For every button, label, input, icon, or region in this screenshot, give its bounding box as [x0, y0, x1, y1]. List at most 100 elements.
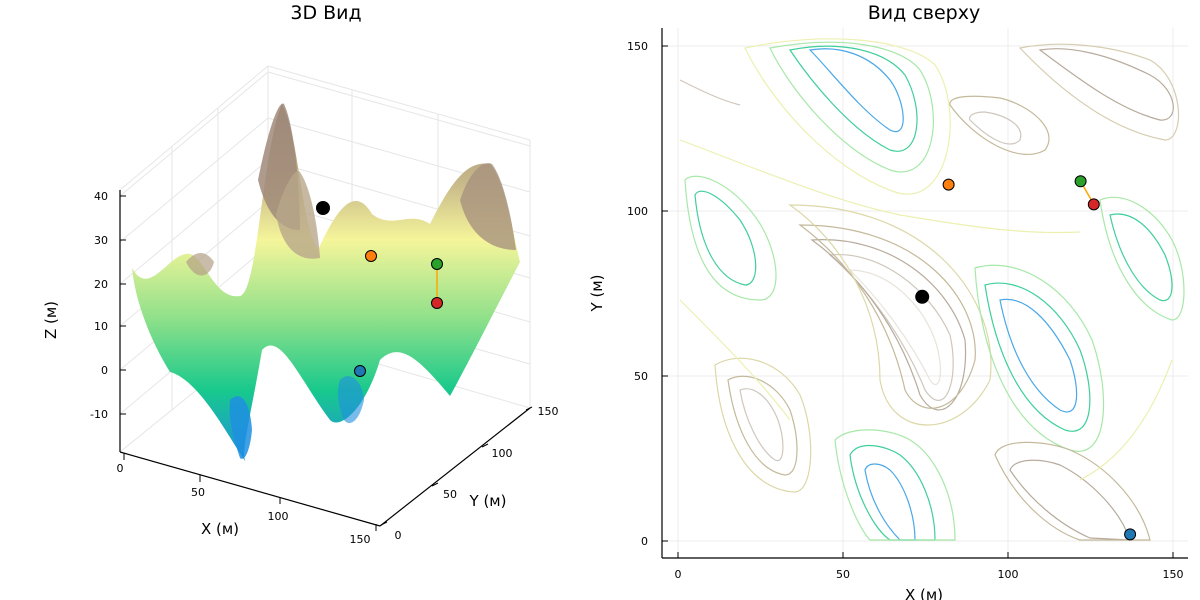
marker-orange [365, 250, 377, 262]
grid-line [119, 65, 269, 191]
surface-peak [186, 253, 214, 276]
chart-title-3d: 3D Вид [290, 2, 361, 24]
contour-line [810, 239, 967, 411]
x-tick: 0 [675, 552, 682, 581]
z-axis-label-3d: Z (м) [42, 301, 60, 339]
x-ticks-3d: 0 50 100 150 [117, 453, 377, 546]
y-tick-label: 50 [443, 488, 457, 501]
y-tick: 100 [627, 205, 668, 218]
contour-line [949, 95, 1050, 155]
marker-red [431, 297, 443, 309]
axes-3d [119, 190, 531, 527]
contour-line [969, 111, 1022, 145]
grid-line [119, 71, 269, 197]
x-tick-label: 100 [268, 510, 289, 523]
chart-3d-view: 3D Вид [42, 2, 559, 546]
contours [679, 38, 1185, 541]
contour-line [974, 264, 1105, 452]
contour-line [848, 269, 941, 386]
contour-line [994, 441, 1151, 541]
contour-line [679, 139, 1081, 234]
contour-line [679, 299, 791, 421]
x-axis-label-3d: X (м) [201, 520, 239, 538]
z-tick: 30 [94, 234, 126, 247]
y-tick-label: 100 [627, 205, 648, 218]
x-tick-label: 150 [1163, 568, 1184, 581]
x-tick: 0 [117, 453, 125, 475]
contour-line [798, 224, 976, 409]
y-tick: 100 [481, 443, 513, 460]
surface-peak [460, 163, 516, 250]
marker-blue [354, 365, 366, 377]
marker-black [316, 201, 330, 215]
surface-3d [132, 103, 520, 462]
grid-line [119, 117, 269, 243]
z-tick-label: 20 [94, 278, 108, 291]
y-tick: 50 [431, 482, 457, 501]
contour-line [679, 79, 741, 106]
contour-line [727, 375, 798, 476]
x-tick: 150 [350, 524, 377, 546]
y-axis-label-top: Y (м) [588, 275, 606, 313]
contour-line [1079, 359, 1173, 481]
y-tick-label: 50 [634, 370, 648, 383]
marker-top [915, 289, 930, 304]
contour-line [769, 41, 934, 173]
x-tick-label: 0 [117, 462, 124, 475]
x-tick-label: 0 [675, 568, 682, 581]
y-tick: 0 [380, 521, 402, 542]
x-tick: 50 [191, 475, 205, 499]
y-ticks-top: 0 50 100 150 [627, 40, 668, 548]
contour-line [864, 463, 916, 541]
contour-line [1099, 196, 1185, 321]
z-tick-label: -10 [90, 408, 108, 421]
z-tick-label: 40 [94, 190, 108, 203]
grid-line [267, 65, 531, 141]
marker-top [942, 178, 955, 191]
contour-line [739, 388, 784, 462]
marker-top [1124, 528, 1137, 541]
markers-3d [316, 201, 443, 377]
grid-top [662, 28, 1188, 558]
contour-line [999, 298, 1078, 413]
contour-line [744, 38, 951, 195]
axes-top [661, 28, 1188, 559]
chart-title-top: Вид сверху [868, 2, 980, 24]
marker-green [431, 258, 443, 270]
z-tick-label: 10 [94, 320, 108, 333]
contour-line [808, 48, 904, 133]
y-tick-label: 150 [627, 40, 648, 53]
contour-line [1038, 48, 1174, 121]
y-tick-label: 0 [395, 529, 402, 542]
y-tick-label: 150 [538, 405, 559, 418]
contour-line [1009, 459, 1131, 541]
surface-trough [229, 396, 252, 459]
contour-line [694, 190, 757, 286]
contour-line [828, 254, 954, 401]
surface-peak [276, 171, 320, 259]
chart-top-view: Вид сверху [588, 2, 1188, 600]
x-ticks-top: 0 50 100 150 [675, 552, 1184, 581]
contour-line [834, 429, 956, 541]
x-tick: 150 [1163, 552, 1184, 581]
surface-trough [337, 376, 364, 424]
y-tick: 150 [627, 40, 668, 53]
x-tick: 100 [998, 552, 1019, 581]
y-tick: 0 [641, 535, 668, 548]
z-tick: 40 [94, 190, 126, 203]
x-tick-label: 100 [998, 568, 1019, 581]
contour-line [714, 357, 812, 493]
contour-line [849, 445, 936, 541]
z-ticks: 40 30 20 10 0 -10 [90, 190, 126, 421]
y-axis-line [379, 407, 531, 527]
y-axis-label-3d: Y (м) [469, 492, 507, 510]
marker-top [1087, 198, 1100, 211]
grid-line [119, 159, 269, 285]
contour-line [1018, 43, 1180, 141]
y-tick: 50 [634, 370, 668, 383]
x-tick-label: 50 [836, 568, 850, 581]
x-tick-label: 50 [191, 486, 205, 499]
x-tick-label: 150 [350, 533, 371, 546]
z-tick: 10 [94, 320, 126, 333]
